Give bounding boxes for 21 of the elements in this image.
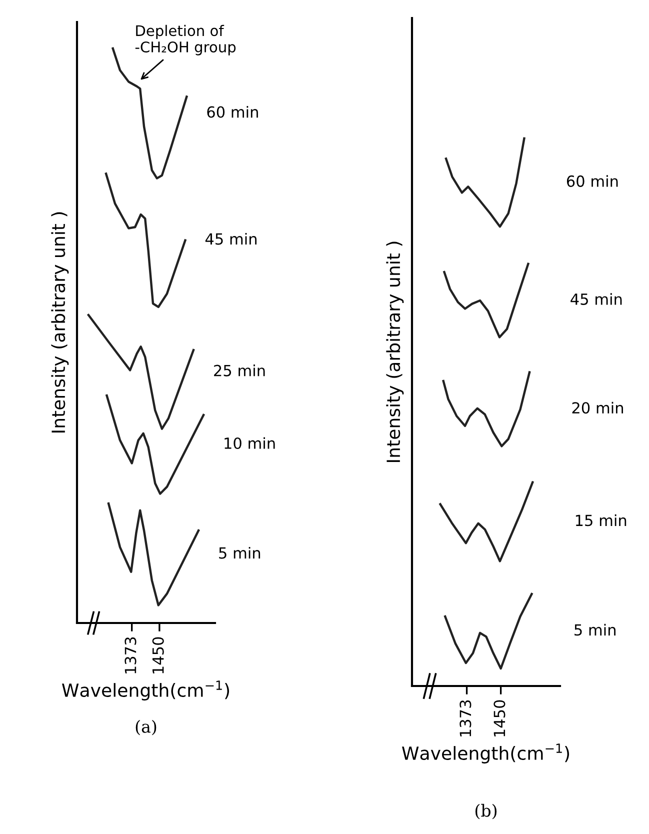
x-tick-label: 1373: [124, 637, 136, 674]
series-label: 25 min: [214, 364, 265, 376]
annotation: Depletion of -CH₂OH group: [135, 24, 236, 56]
x-axis-title: Wavelength(cm$^{−1}$): [62, 680, 230, 701]
text: 60 min: [566, 175, 618, 187]
text: 15 min: [576, 514, 626, 526]
text: (b): [475, 804, 497, 820]
series-label: 10 min: [224, 437, 275, 450]
x-tick-label: 1373: [460, 700, 472, 736]
text: 20 min: [572, 402, 623, 414]
series-label: 45 min: [205, 232, 257, 245]
x-tick-label: 1450: [152, 637, 164, 674]
text: 5 min: [574, 624, 616, 636]
x-tick-label: 1450: [494, 700, 506, 736]
text: (a): [136, 720, 156, 736]
text: 45 min: [570, 293, 622, 305]
series-label: 60 min: [207, 106, 258, 118]
x-axis-title: Wavelength(cm$^{−1}$): [402, 744, 570, 764]
y-axis-title: Intensity (arbitrary unit ): [51, 212, 69, 432]
series-label: 5 min: [219, 546, 260, 559]
y-axis-title: Intensity (arbitrary unit ): [386, 242, 404, 462]
